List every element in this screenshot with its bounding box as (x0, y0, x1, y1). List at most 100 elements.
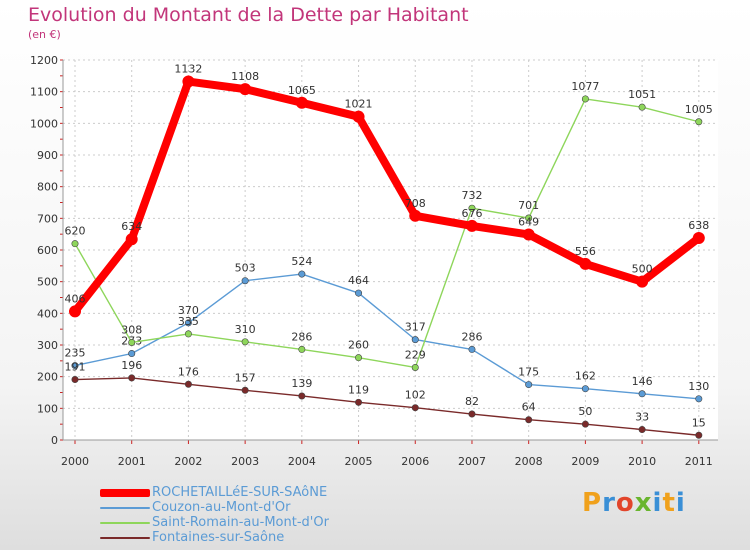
data-label: 1108 (231, 70, 259, 83)
data-point (636, 275, 649, 288)
data-label: 260 (348, 339, 369, 352)
data-point (241, 386, 249, 394)
x-tick-label: 2010 (628, 455, 656, 468)
data-label: 15 (692, 416, 706, 429)
data-label: 310 (235, 323, 256, 336)
data-label: 1021 (345, 98, 373, 111)
data-point (638, 103, 646, 111)
data-point (525, 416, 533, 424)
legend-label: Saint-Romain-au-Mont-d'Or (152, 515, 329, 530)
logo-letter: P (582, 488, 603, 518)
logo-letter: t (662, 488, 676, 518)
legend-item: Couzon-au-Mont-d'Or (100, 500, 329, 515)
data-point (695, 431, 703, 439)
data-point (239, 83, 252, 96)
data-label: 162 (575, 370, 596, 383)
y-tick-label: 700 (37, 212, 58, 225)
data-point (128, 338, 136, 346)
data-label: 1051 (628, 88, 656, 101)
data-label: 33 (635, 411, 649, 424)
data-label: 286 (291, 330, 312, 343)
data-label: 370 (178, 304, 199, 317)
legend-label: Fontaines-sur-Saône (152, 530, 285, 545)
legend-item: Fontaines-sur-Saône (100, 530, 329, 545)
y-tick-label: 200 (37, 371, 58, 384)
x-tick-label: 2000 (61, 455, 89, 468)
data-label: 308 (121, 323, 142, 336)
data-point (71, 376, 79, 384)
data-label: 102 (405, 389, 426, 402)
x-tick-label: 2006 (401, 455, 429, 468)
y-tick-label: 0 (51, 434, 58, 447)
data-label: 317 (405, 321, 426, 334)
logo-letter: i (652, 488, 663, 518)
legend-label: Couzon-au-Mont-d'Or (152, 500, 291, 515)
legend-item: ROCHETAILLéE-SUR-SAôNE (100, 485, 329, 500)
data-point (581, 385, 589, 393)
y-tick-label: 900 (37, 149, 58, 162)
legend: ROCHETAILLéE-SUR-SAôNE Couzon-au-Mont-d'O… (100, 485, 329, 545)
data-label: 175 (518, 366, 539, 379)
data-point (184, 319, 192, 327)
data-point (241, 338, 249, 346)
data-label: 500 (632, 263, 653, 276)
data-point (352, 110, 365, 123)
y-tick-label: 800 (37, 181, 58, 194)
data-point (411, 336, 419, 344)
legend-item: Saint-Romain-au-Mont-d'Or (100, 515, 329, 530)
data-point (525, 214, 533, 222)
y-tick-label: 400 (37, 307, 58, 320)
data-label: 1077 (571, 80, 599, 93)
data-label: 176 (178, 365, 199, 378)
x-tick-label: 2009 (571, 455, 599, 468)
logo-letter: o (615, 488, 635, 518)
data-label: 634 (121, 220, 142, 233)
data-label: 638 (688, 219, 709, 232)
chart-title: Evolution du Montant de la Dette par Hab… (28, 4, 469, 26)
data-label: 146 (632, 375, 653, 388)
y-tick-label: 1000 (30, 117, 58, 130)
data-point (128, 350, 136, 358)
data-point (468, 345, 476, 353)
data-label: 524 (291, 255, 312, 268)
data-point (581, 420, 589, 428)
data-label: 82 (465, 395, 479, 408)
data-point (298, 345, 306, 353)
data-point (182, 75, 195, 88)
data-point (468, 410, 476, 418)
data-point (241, 277, 249, 285)
data-label: 620 (65, 225, 86, 238)
series-line (74, 273, 700, 400)
data-point (355, 354, 363, 362)
x-tick-label: 2011 (685, 455, 713, 468)
x-tick-label: 2003 (231, 455, 259, 468)
logo-letter: i (675, 488, 686, 518)
data-point (69, 305, 81, 318)
data-label: 119 (348, 383, 369, 396)
data-label: 157 (235, 371, 256, 384)
data-label: 235 (65, 347, 86, 360)
data-label: 139 (291, 377, 312, 390)
data-point (695, 118, 703, 126)
x-tick-label: 2002 (174, 455, 202, 468)
logo-letter: r (602, 488, 616, 518)
data-point (638, 390, 646, 398)
data-point (581, 95, 589, 103)
legend-swatch (100, 488, 150, 497)
data-point (525, 381, 533, 389)
data-label: 335 (178, 315, 199, 328)
data-label: 1132 (174, 63, 202, 76)
chart-subtitle: (en €) (28, 28, 61, 41)
data-point (465, 219, 478, 232)
data-point (71, 362, 79, 370)
data-label: 286 (461, 330, 482, 343)
x-tick-label: 2008 (515, 455, 543, 468)
data-point (355, 289, 363, 297)
y-tick-label: 300 (37, 339, 58, 352)
series-line (71, 77, 703, 316)
logo-letter: x (634, 488, 653, 518)
data-point (295, 96, 308, 109)
x-tick-label: 2005 (345, 455, 373, 468)
data-point (298, 270, 306, 278)
data-point (692, 231, 705, 244)
